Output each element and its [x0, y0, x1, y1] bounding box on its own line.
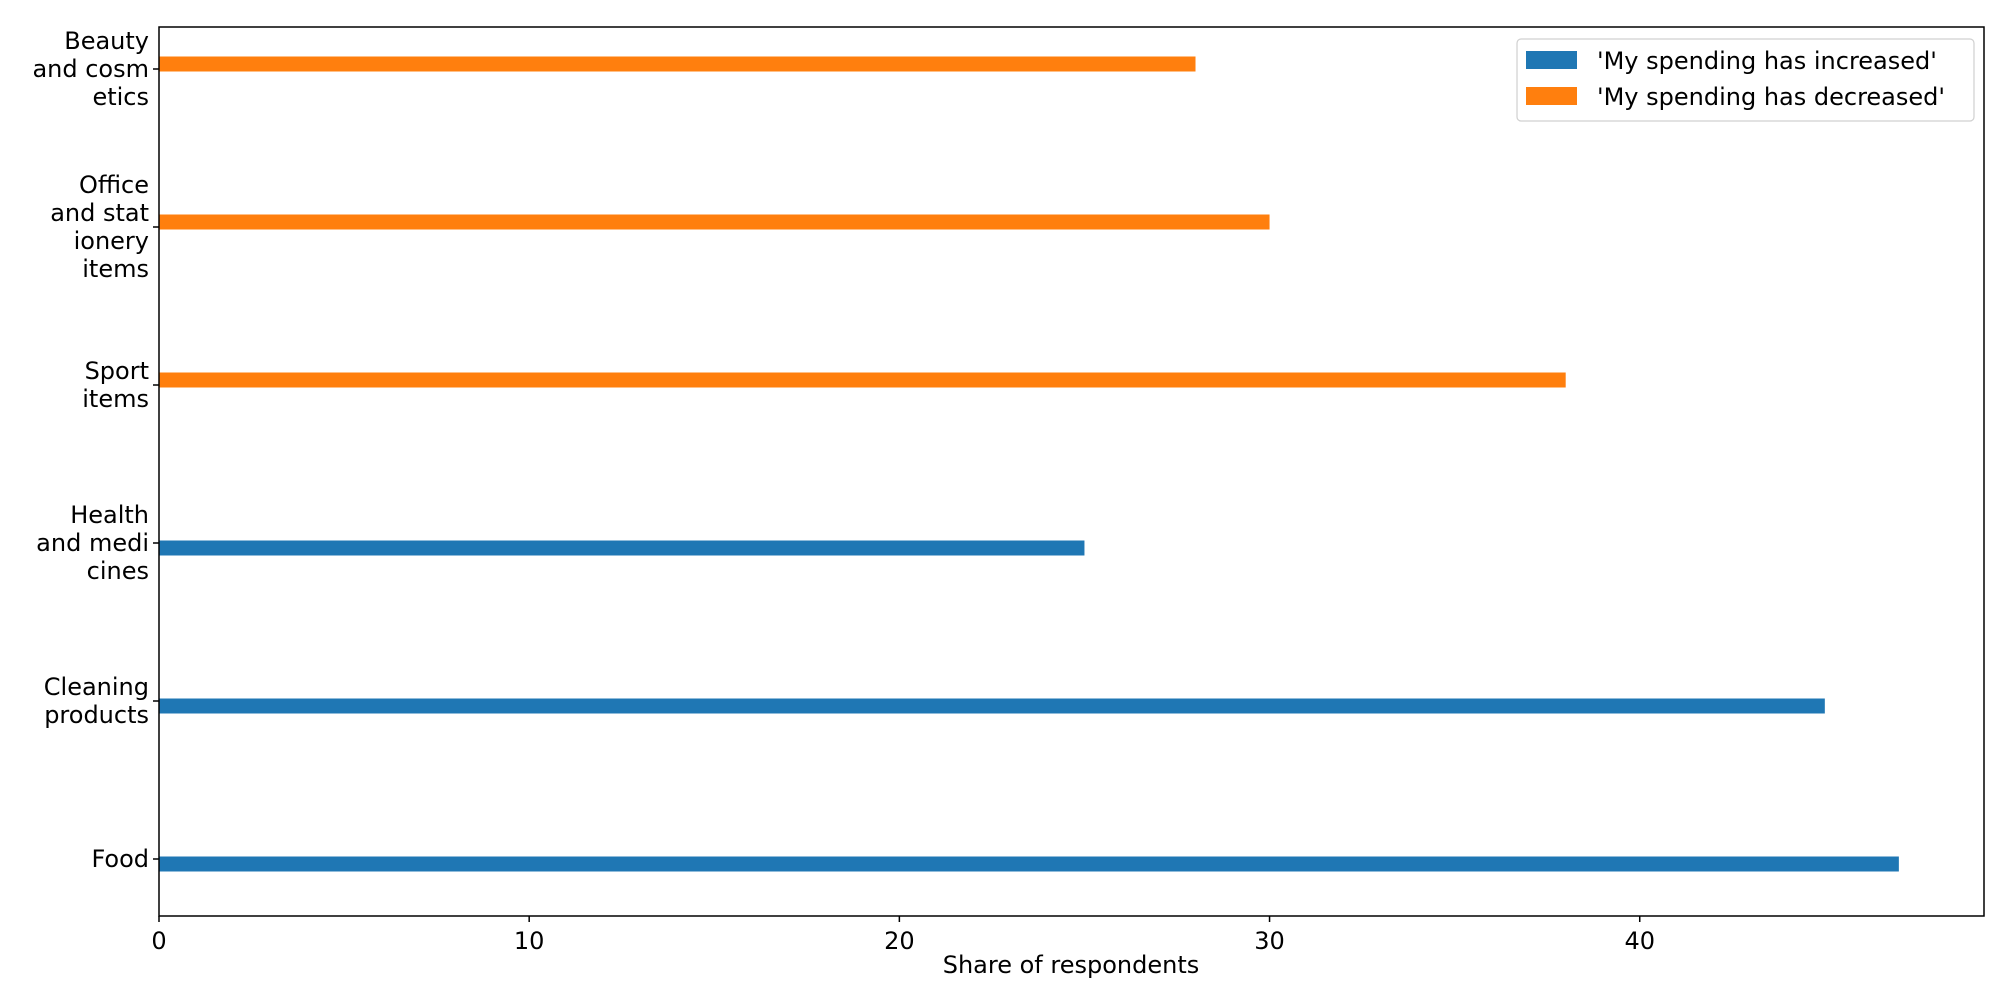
x-tick-label: 0: [151, 927, 166, 955]
bar-increased-2: [159, 540, 1085, 556]
legend-label-decreased: 'My spending has decreased': [1597, 83, 1945, 111]
plot-background: [159, 27, 1984, 916]
y-tick-label: Food: [91, 845, 149, 873]
x-tick-label: 40: [1624, 927, 1655, 955]
x-tick-label: 10: [514, 927, 545, 955]
bar-decreased-3: [159, 372, 1566, 388]
x-tick-label: 30: [1254, 927, 1285, 955]
legend: 'My spending has increased' 'My spending …: [1516, 38, 1975, 122]
bar-decreased-4: [159, 214, 1270, 230]
bar-increased-0: [159, 856, 1899, 872]
bars-layer: [159, 56, 1899, 872]
y-tick-label: Health and medi cines: [36, 501, 149, 585]
x-axis: 0 10 20 30 40: [151, 916, 1655, 955]
y-tick-label: Office and stat ionery items: [50, 171, 149, 283]
bar-increased-1: [159, 698, 1825, 714]
y-tick-label: Cleaning products: [44, 673, 149, 729]
plot-frame: [158, 26, 1985, 917]
y-axis: Food Cleaning products Health and medi cines S…: [32, 27, 159, 873]
legend-swatch-increased: [1526, 51, 1577, 69]
y-tick-label: Sport items: [82, 357, 149, 413]
x-tick-label: 20: [884, 927, 915, 955]
legend-label-increased: 'My spending has increased': [1597, 47, 1937, 75]
x-axis-title: Share of respondents: [943, 951, 1200, 979]
legend-swatch-decreased: [1526, 87, 1577, 105]
y-tick-label: Beauty and cosm etics: [32, 27, 149, 111]
legend-frame: [1516, 38, 1975, 122]
bar-decreased-5: [159, 56, 1196, 72]
